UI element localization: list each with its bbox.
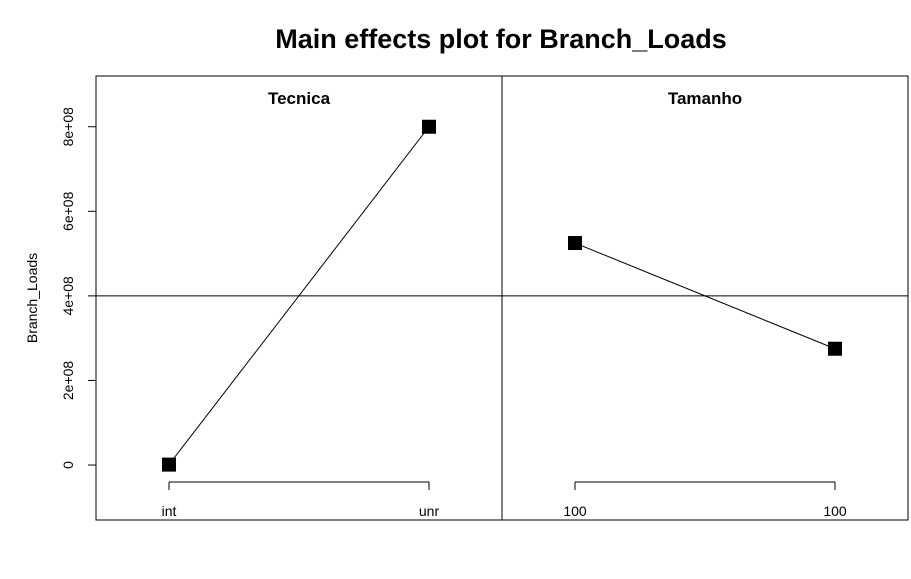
y-tick-label: 6e+08 bbox=[60, 191, 76, 231]
data-point bbox=[828, 341, 842, 356]
x-tick-label: 100 bbox=[823, 503, 847, 519]
chart-title: Main effects plot for Branch_Loads bbox=[275, 24, 727, 54]
y-axis: 0 2e+08 4e+08 6e+08 8e+08 bbox=[60, 107, 97, 469]
panels: Tecnica int unr Tamanho 100 100 bbox=[95, 75, 909, 521]
y-tick-label: 2e+08 bbox=[60, 361, 76, 401]
data-point bbox=[568, 236, 582, 251]
y-tick-label: 0 bbox=[60, 461, 76, 469]
panel-title: Tamanho bbox=[668, 89, 742, 108]
x-tick-label: unr bbox=[419, 503, 440, 519]
y-tick-label: 4e+08 bbox=[60, 276, 76, 316]
panel-frame bbox=[501, 75, 909, 521]
y-axis-label: Branch_Loads bbox=[24, 253, 40, 343]
x-tick-label: 100 bbox=[563, 503, 587, 519]
effect-line bbox=[574, 242, 836, 350]
data-point bbox=[422, 119, 436, 134]
x-tick-label: int bbox=[162, 503, 177, 519]
effect-line bbox=[168, 126, 430, 465]
y-tick-label: 8e+08 bbox=[60, 107, 76, 147]
panel-title: Tecnica bbox=[268, 89, 331, 108]
panel-frame bbox=[95, 75, 503, 521]
data-point bbox=[162, 457, 176, 472]
panel-tamanho: Tamanho 100 100 bbox=[501, 75, 909, 521]
panel-tecnica: Tecnica int unr bbox=[95, 75, 503, 521]
